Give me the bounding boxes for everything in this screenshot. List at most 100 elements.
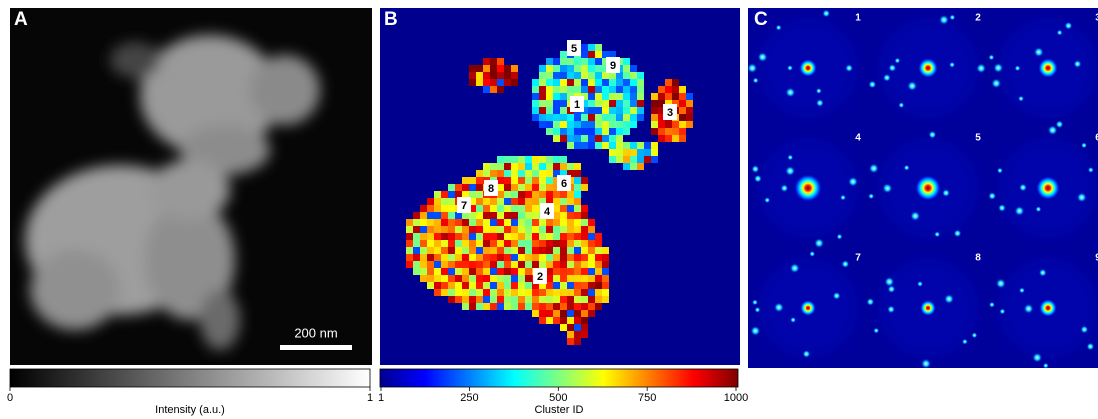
cluster-pixel (434, 233, 441, 240)
pattern-label: 5 (975, 133, 981, 144)
cluster-label-box (457, 197, 471, 213)
cluster-pixel (497, 163, 504, 170)
cluster-pixel (595, 128, 602, 135)
cluster-pixel (560, 226, 567, 233)
cluster-pixel (497, 275, 504, 282)
cluster-pixel (581, 233, 588, 240)
cluster-pixel (560, 282, 567, 289)
cluster-pixel (413, 261, 420, 268)
cluster-pixel (567, 233, 574, 240)
cluster-pixel (462, 240, 469, 247)
diffraction-spot (1035, 206, 1042, 213)
cluster-pixel (455, 226, 462, 233)
cluster-pixel (518, 163, 525, 170)
cluster-pixel (609, 51, 616, 58)
diffraction-spot (836, 233, 843, 240)
scale-bar (280, 345, 352, 350)
cluster-pixel (504, 79, 511, 86)
diffraction-spot (822, 9, 831, 18)
cluster-pixel (574, 184, 581, 191)
cluster-pixel (420, 233, 427, 240)
diffraction-spot (887, 305, 896, 314)
cluster-pixel (567, 310, 574, 317)
diffraction-spot (845, 64, 854, 73)
cluster-pixel (455, 247, 462, 254)
cluster-pixel (490, 233, 497, 240)
cluster-pixel (546, 170, 553, 177)
colorbar-label: Cluster ID (535, 404, 584, 416)
cluster-pixel (672, 135, 679, 142)
cluster-pixel (637, 142, 644, 149)
cluster-pixel (427, 268, 434, 275)
cluster-pixel (560, 191, 567, 198)
cluster-pixel (644, 149, 651, 156)
diffraction-spot (785, 165, 796, 176)
diffraction-spot (988, 192, 997, 201)
cluster-pixel (462, 296, 469, 303)
cluster-pixel (609, 128, 616, 135)
cluster-pixel (658, 86, 665, 93)
cluster-pixel (623, 72, 630, 79)
cluster-pixel (602, 282, 609, 289)
colorbar-tick-label: 1 (367, 392, 373, 404)
colorbar-tick-label: 1000 (724, 392, 748, 404)
central-spot (799, 59, 817, 77)
cluster-pixel (469, 65, 476, 72)
cluster-pixel (483, 72, 490, 79)
cluster-pixel (567, 135, 574, 142)
cluster-pixel (560, 100, 567, 107)
cluster-pixel (602, 268, 609, 275)
diffraction-spot (832, 291, 841, 300)
cluster-pixel (588, 240, 595, 247)
cluster-pixel (595, 233, 602, 240)
cluster-pixel (469, 212, 476, 219)
cluster-pixel (560, 163, 567, 170)
cluster-pixel (525, 275, 532, 282)
cluster-pixel (511, 226, 518, 233)
cluster-pixel (441, 268, 448, 275)
cluster-pixel (602, 58, 609, 65)
cluster-pixel (595, 86, 602, 93)
cluster-pixel (553, 254, 560, 261)
cluster-pixel (406, 240, 413, 247)
cluster-pixel (609, 142, 616, 149)
cluster-pixel (595, 79, 602, 86)
cluster-pixel (483, 205, 490, 212)
cluster-pixel (553, 233, 560, 240)
diffraction-spot (949, 61, 956, 68)
cluster-pixel (476, 303, 483, 310)
cluster-pixel (455, 240, 462, 247)
cluster-pixel (504, 254, 511, 261)
cluster-pixel (420, 205, 427, 212)
cluster-pixel (497, 170, 504, 177)
cluster-pixel (574, 310, 581, 317)
cluster-pixel (504, 205, 511, 212)
cluster-pixel (644, 156, 651, 163)
cluster-label-box (663, 104, 677, 120)
cluster-pixel (483, 303, 490, 310)
cluster-pixel (609, 79, 616, 86)
cluster-pixel (588, 58, 595, 65)
diffraction-spot (840, 194, 847, 201)
cluster-pixel (623, 93, 630, 100)
cluster-pixel (532, 79, 539, 86)
cluster-pixel (574, 282, 581, 289)
cluster-pixel (483, 240, 490, 247)
diffraction-spot (1018, 183, 1027, 192)
cluster-pixel (539, 107, 546, 114)
diffraction-spot (1018, 287, 1025, 294)
cluster-pixel (420, 226, 427, 233)
cluster-pixel (553, 282, 560, 289)
diffraction-spot (866, 297, 875, 306)
cluster-pixel (490, 254, 497, 261)
cluster-pixel (518, 268, 525, 275)
cluster-pixel (483, 247, 490, 254)
cluster-pixel (560, 86, 567, 93)
cluster-pixel (490, 163, 497, 170)
cluster-pixel (574, 275, 581, 282)
cluster-pixel (518, 240, 525, 247)
cluster-pixel (616, 128, 623, 135)
cluster-pixel (560, 219, 567, 226)
cluster-pixel (651, 156, 658, 163)
cluster-pixel (553, 72, 560, 79)
